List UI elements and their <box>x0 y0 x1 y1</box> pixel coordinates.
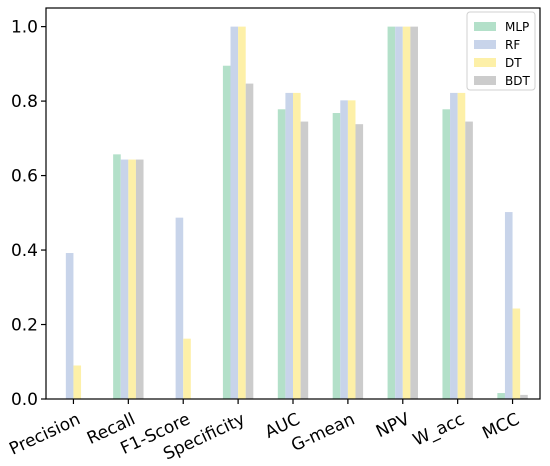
bar-rf-mcc <box>504 212 513 399</box>
legend-label-mlp: MLP <box>505 20 529 34</box>
bar-dt-g-mean <box>347 100 356 400</box>
y-tick-label: 0.6 <box>11 167 38 187</box>
legend-swatch-rf <box>474 40 496 49</box>
legend-box <box>466 11 536 91</box>
bar-rf-precision <box>65 253 74 399</box>
bars-group <box>65 26 528 400</box>
legend-label-rf: RF <box>505 38 520 52</box>
legend-swatch-mlp <box>474 22 496 31</box>
bar-rf-g-mean <box>340 100 348 400</box>
bar-dt-auc <box>293 92 301 399</box>
bar-rf-auc <box>285 92 293 399</box>
bar-rf-recall <box>120 159 129 399</box>
legend-swatch-bdt <box>474 76 496 85</box>
bar-bdt-npv <box>410 26 418 399</box>
bar-rf-f1-score <box>175 217 184 399</box>
bar-dt-f1-score <box>183 338 191 399</box>
bar-dt-recall <box>128 159 136 399</box>
x-tick-label-w_acc: W_acc <box>410 409 468 450</box>
y-tick-label: 0.0 <box>11 390 38 410</box>
bar-dt-w_acc <box>457 92 466 399</box>
bar-dt-npv <box>402 26 411 399</box>
legend: MLP RF DT BDT <box>466 11 536 91</box>
bar-rf-npv <box>395 26 403 399</box>
legend-swatch-dt <box>474 58 496 67</box>
bar-bdt-w_acc <box>465 121 473 400</box>
bar-bdt-recall <box>135 159 144 399</box>
bar-rf-w_acc <box>450 92 458 399</box>
bar-dt-precision <box>73 365 82 399</box>
bar-mlp-specificity <box>222 65 231 399</box>
y-tick-label: 0.2 <box>11 316 38 336</box>
x-tick-label-npv: NPV <box>373 409 413 442</box>
bar-mlp-auc <box>277 109 286 399</box>
x-tick-label-precision: Precision <box>6 409 83 459</box>
x-tick-label-g-mean: G-mean <box>288 409 358 456</box>
legend-label-dt: DT <box>505 56 522 70</box>
bar-mlp-g-mean <box>332 113 341 400</box>
bar-mlp-mcc <box>497 393 505 399</box>
y-tick-label: 0.4 <box>11 241 38 261</box>
legend-label-bdt: BDT <box>505 74 530 88</box>
x-tick-label-mcc: MCC <box>479 409 522 443</box>
bar-bdt-specificity <box>245 83 254 400</box>
bar-mlp-recall <box>113 154 121 399</box>
bar-mlp-npv <box>387 26 396 399</box>
bar-bdt-g-mean <box>355 124 364 399</box>
bar-dt-specificity <box>238 26 246 399</box>
bar-mlp-w_acc <box>442 109 451 399</box>
y-axis-ticks: 0.0 0.2 0.4 0.6 0.8 1.0 <box>11 18 46 410</box>
y-tick-label: 0.8 <box>11 92 38 112</box>
bar-bdt-auc <box>300 121 309 400</box>
y-tick-label: 1.0 <box>11 18 38 38</box>
bar-dt-mcc <box>512 308 521 399</box>
bar-rf-specificity <box>230 26 239 399</box>
bar-bdt-mcc <box>520 394 528 399</box>
